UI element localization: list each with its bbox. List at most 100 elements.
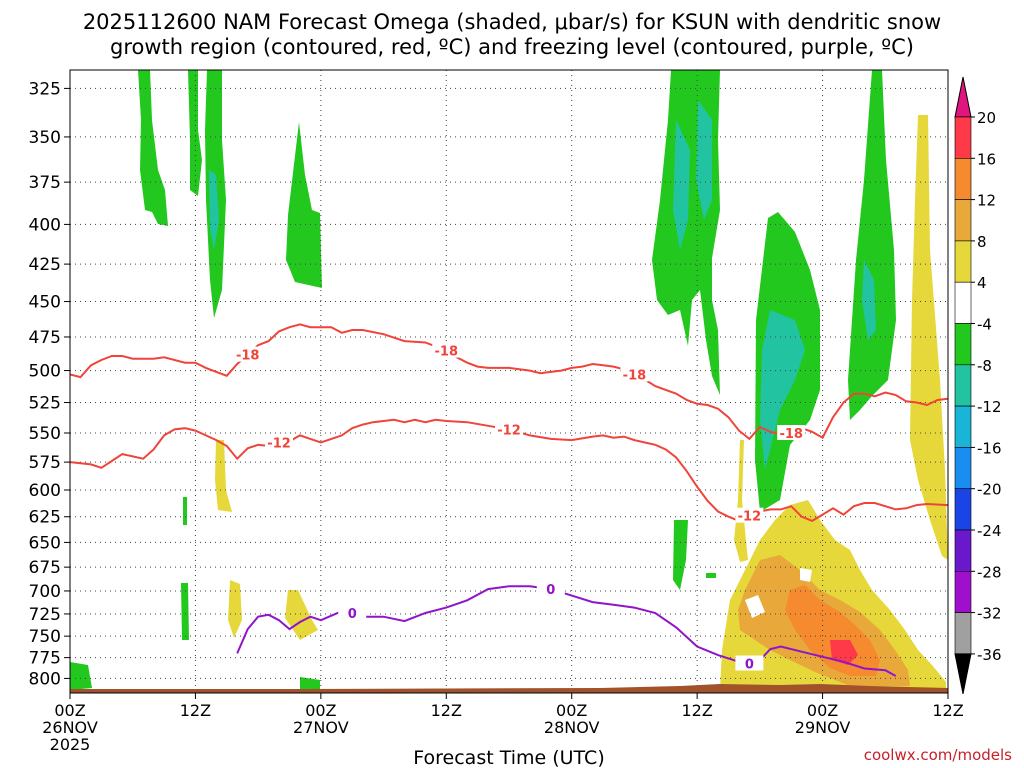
colorbar-label: -16 bbox=[977, 439, 1002, 457]
contour-label-bg bbox=[233, 346, 262, 362]
colorbar-label: 20 bbox=[977, 109, 996, 127]
y-tick-label: 525 bbox=[29, 394, 61, 414]
omega-region-teal-5 bbox=[862, 260, 876, 340]
omega-region-green-4 bbox=[286, 122, 322, 288]
colorbar-bin bbox=[954, 364, 972, 407]
contour-label: -18 bbox=[435, 345, 459, 360]
y-tick-label: 575 bbox=[29, 453, 61, 473]
credit-text: coolwx.com/models bbox=[864, 746, 1012, 764]
y-tick-label: 350 bbox=[29, 128, 61, 148]
x-tick-year: 2025 bbox=[50, 735, 91, 754]
contour-label-bg bbox=[536, 581, 565, 597]
colorbar-label: -12 bbox=[977, 398, 1002, 416]
y-tick-label: 450 bbox=[29, 293, 61, 313]
contour-label: 0 bbox=[546, 583, 555, 598]
contour-label-bg bbox=[338, 605, 367, 621]
x-tick-date: 27NOV bbox=[293, 718, 349, 737]
colorbar-bin bbox=[954, 488, 972, 531]
colorbar-label: -20 bbox=[977, 481, 1002, 499]
contour-label-bg bbox=[432, 342, 461, 358]
y-tick-label: 600 bbox=[29, 481, 61, 501]
contour-lines: -18 -18 -18 -18 -12 -12 -12 0 0 0 bbox=[70, 323, 948, 677]
colorbar-label: 16 bbox=[977, 150, 996, 168]
omega-region-teal-2 bbox=[673, 120, 690, 250]
x-tick-date: 28NOV bbox=[544, 718, 600, 737]
y-tick-label: 375 bbox=[29, 173, 61, 193]
colorbar-top-arrow bbox=[954, 76, 972, 118]
y-tick-label: 625 bbox=[29, 508, 61, 528]
colorbar-bottom-arrow bbox=[954, 653, 972, 694]
omega-region-yellow-4 bbox=[228, 580, 242, 638]
colorbar-label: 4 bbox=[977, 274, 987, 292]
colorbar-label: 8 bbox=[977, 233, 987, 251]
x-tick-label: 00Z bbox=[807, 701, 838, 720]
y-tick-label: 800 bbox=[29, 669, 61, 689]
colorbar-bin bbox=[954, 281, 972, 324]
y-tick-label: 325 bbox=[29, 79, 61, 99]
contour-label: -12 bbox=[267, 436, 291, 451]
y-tick-label: 775 bbox=[29, 649, 61, 669]
colorbar-bin bbox=[954, 612, 972, 655]
colorbar-bin bbox=[954, 529, 972, 572]
y-tick-label: 750 bbox=[29, 627, 61, 647]
omega-region-teal-1 bbox=[209, 170, 219, 250]
x-axis-label: Forecast Time (UTC) bbox=[413, 747, 604, 768]
colorbar-label: -4 bbox=[977, 316, 992, 334]
omega-region-green-11 bbox=[70, 662, 92, 690]
y-tick-label: 400 bbox=[29, 215, 61, 235]
terrain-band bbox=[70, 684, 948, 693]
contour-label-bg bbox=[777, 424, 806, 440]
omega-region-yellow-3 bbox=[734, 440, 748, 562]
colorbar-bin bbox=[954, 323, 972, 366]
contour-line bbox=[70, 323, 948, 441]
omega-region-yellow-1 bbox=[910, 115, 948, 560]
omega-region-green-9 bbox=[183, 497, 187, 525]
colorbar-label: -28 bbox=[977, 563, 1002, 581]
omega-region-green-12 bbox=[300, 677, 320, 690]
colorbar-bin bbox=[954, 158, 972, 200]
omega-gap-1 bbox=[745, 595, 765, 618]
contour-label: -12 bbox=[497, 423, 521, 438]
x-tick-label: 00Z bbox=[305, 701, 336, 720]
chart-title-line1: 2025112600 NAM Forecast Omega (shaded, μ… bbox=[83, 10, 941, 34]
contour-label: -12 bbox=[738, 510, 762, 525]
colorbar-bin bbox=[954, 405, 972, 448]
x-tick-date: 26NOV bbox=[42, 718, 98, 737]
omega-region-teal-3 bbox=[696, 100, 712, 220]
x-tick-label: 12Z bbox=[681, 701, 712, 720]
colorbar-label: -24 bbox=[977, 522, 1002, 540]
colorbar-bin bbox=[954, 116, 972, 159]
contour-label: 0 bbox=[745, 658, 754, 673]
omega-shading bbox=[70, 70, 948, 690]
plot-frame bbox=[69, 69, 949, 694]
contour-label-bg bbox=[735, 507, 764, 523]
x-tick-label: 00Z bbox=[54, 701, 85, 720]
contour-label: -18 bbox=[623, 368, 647, 383]
omega-region-green-10 bbox=[181, 583, 189, 640]
y-tick-label: 700 bbox=[29, 582, 61, 602]
contour-label: -18 bbox=[236, 349, 260, 364]
contour-label: 0 bbox=[348, 607, 357, 622]
contour-label-bg bbox=[495, 421, 523, 437]
omega-region-green-8 bbox=[673, 520, 688, 590]
y-tick-label: 500 bbox=[29, 362, 61, 382]
colorbar-label: -8 bbox=[977, 357, 992, 375]
x-tick-date: 29NOV bbox=[795, 718, 851, 737]
colorbar-label: -32 bbox=[977, 605, 1002, 623]
x-tick-label: 00Z bbox=[556, 701, 587, 720]
colorbar-bin bbox=[954, 570, 972, 613]
colorbar: 20 16 12 8 4 -4 -8 -12 -16 -20 -24 -28 -32 -36 bbox=[954, 76, 1002, 694]
omega-region-teal-4 bbox=[760, 310, 805, 470]
x-tick-label: 12Z bbox=[180, 701, 211, 720]
colorbar-label: 12 bbox=[977, 192, 996, 210]
contour-label: -18 bbox=[779, 427, 803, 442]
contour-label-bg bbox=[620, 366, 649, 382]
x-tick-label: 12Z bbox=[431, 701, 462, 720]
y-tick-label: 725 bbox=[29, 605, 61, 625]
x-tick-label: 12Z bbox=[932, 701, 963, 720]
y-tick-label: 475 bbox=[29, 328, 61, 348]
colorbar-bin bbox=[954, 240, 972, 283]
omega-region-green-2 bbox=[188, 70, 202, 196]
